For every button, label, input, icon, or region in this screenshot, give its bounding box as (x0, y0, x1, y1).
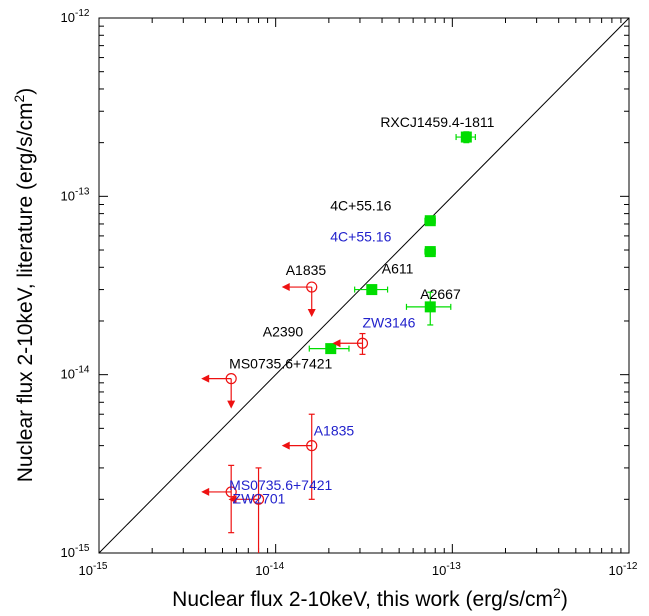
x-upper-limit-arrowhead (201, 374, 210, 383)
point-labels: RXCJ1459.4-1811 4C+55.16 4C+55.16 A611 A2667… (229, 114, 495, 506)
detection-point (325, 343, 337, 355)
x-tick-label: 10-13 (432, 561, 461, 578)
point-label: ZW3146 (362, 314, 415, 330)
plot-area (98, 17, 630, 554)
point-label: MS0735.6+7421 (229, 356, 332, 372)
x-tick-label: 10-15 (79, 561, 108, 578)
point-label: A1835 (286, 262, 327, 278)
plot-frame (98, 17, 630, 554)
point-label: RXCJ1459.4-1811 (380, 114, 494, 130)
y-tick-label: 10-15 (61, 543, 90, 560)
detection-point (366, 284, 378, 296)
y-upper-limit-arrowhead (227, 400, 236, 409)
y-axis-label: Nuclear flux 2-10keV, literature (erg/s/… (11, 88, 37, 483)
x-upper-limit-arrowhead (281, 441, 290, 450)
point-label: A1835 (314, 423, 355, 439)
y-tick-label: 10-12 (61, 8, 90, 25)
point-label: A611 (382, 261, 414, 277)
upper-limit-point (252, 493, 265, 505)
x-tick-label: 10-14 (255, 561, 284, 578)
point-label: MS0735.6+7421 (229, 477, 332, 493)
upper-limit-point (306, 281, 318, 293)
x-upper-limit-arrowhead (228, 495, 237, 504)
y-upper-limit-arrowhead (307, 309, 316, 318)
upper-limit-point (225, 486, 237, 498)
data-series (201, 131, 476, 553)
point-label: A2390 (263, 324, 304, 340)
detection-point (424, 301, 436, 313)
point-label: ZW2701 (233, 490, 286, 506)
point-label: 4C+55.16 (330, 229, 391, 245)
one-to-one-line (98, 17, 630, 554)
y-tick-label: 10-13 (61, 186, 90, 203)
upper-limit-point (306, 440, 318, 452)
point-label: 4C+55.16 (330, 198, 391, 214)
axis-ticks: 10-15 10-14 10-13 10-12 10-15 10-14 10-13 10-12 (61, 8, 638, 578)
upper-limit-point (356, 337, 369, 349)
y-tick-label: 10-14 (61, 365, 90, 382)
x-upper-limit-arrowhead (201, 487, 210, 496)
x-tick-label: 10-12 (609, 561, 638, 578)
x-axis-label: Nuclear flux 2-10keV, this work (erg/s/c… (172, 585, 568, 611)
x-upper-limit-arrowhead (281, 283, 290, 292)
detection-point (424, 215, 436, 227)
x-upper-limit-arrowhead (332, 339, 341, 348)
point-label: A2667 (420, 286, 461, 302)
upper-limit-point (225, 373, 237, 385)
detection-point (424, 246, 436, 258)
detection-point (460, 131, 472, 143)
